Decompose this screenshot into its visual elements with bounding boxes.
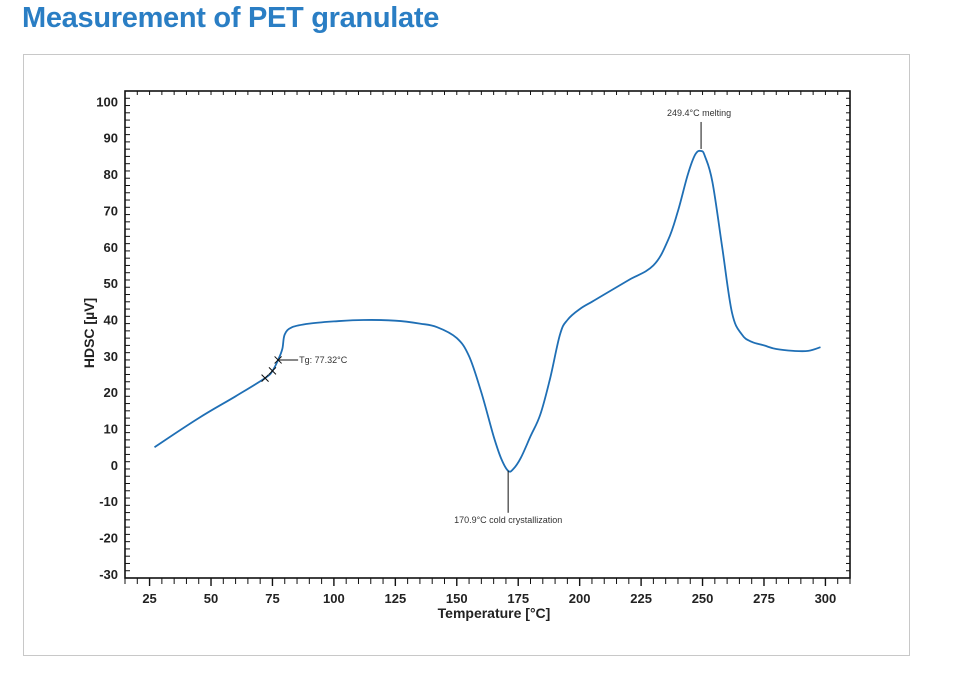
y-tick-label: 90 [104, 131, 118, 146]
axes-layer [124, 90, 851, 579]
x-tick-label: 175 [507, 591, 529, 606]
ticks-layer [124, 90, 851, 586]
x-tick-label: 200 [569, 591, 591, 606]
page-title: Measurement of PET granulate [22, 2, 440, 34]
series-layer [154, 149, 821, 473]
y-tick-label: 30 [104, 349, 118, 364]
y-tick-label: 20 [104, 385, 118, 400]
x-tick-label: 300 [815, 591, 837, 606]
y-tick-label: 50 [104, 276, 118, 291]
annotation-tg: Tg: 77.32°C [299, 355, 348, 365]
y-tick-label: 10 [104, 421, 118, 436]
y-tick-label: 40 [104, 312, 118, 327]
x-tick-label: 75 [265, 591, 279, 606]
annotation-cold-crystallization: 170.9°C cold crystallization [454, 515, 562, 525]
x-tick-label: 50 [204, 591, 218, 606]
x-axis-title: Temperature [°C] [438, 605, 551, 621]
x-tick-label: 125 [384, 591, 406, 606]
tick-labels-layer: -30 -20 -10 0 10 20 30 40 50 60 70 80 90 100 25 50 75 100… [96, 94, 836, 606]
annotations-layer: Tg: 77.32°C 170.9°C cold crystallization 2… [278, 108, 731, 525]
tg-marker [268, 366, 277, 375]
tg-marker-stroke [268, 366, 277, 375]
y-tick-label: 0 [111, 458, 118, 473]
plot-area-border [124, 90, 851, 579]
y-tick-label: -20 [99, 531, 118, 546]
x-tick-label: 250 [692, 591, 714, 606]
y-tick-label: 80 [104, 167, 118, 182]
y-tick-label: 60 [104, 240, 118, 255]
y-tick-label: -30 [99, 567, 118, 582]
y-tick-label: -10 [99, 494, 118, 509]
x-tick-label: 100 [323, 591, 345, 606]
x-tick-label: 25 [142, 591, 156, 606]
x-tick-label: 225 [630, 591, 652, 606]
figure-frame [23, 54, 910, 656]
tg-marker [261, 374, 269, 382]
x-tick-label: 150 [446, 591, 468, 606]
y-tick-label: 70 [104, 203, 118, 218]
annotation-melting: 249.4°C melting [667, 108, 731, 118]
hdsc-series-line [154, 149, 821, 473]
y-tick-label: 100 [96, 94, 118, 109]
tg-marker-stroke [261, 374, 269, 382]
y-axis-title: HDSC [µV] [81, 298, 97, 368]
x-tick-label: 275 [753, 591, 775, 606]
